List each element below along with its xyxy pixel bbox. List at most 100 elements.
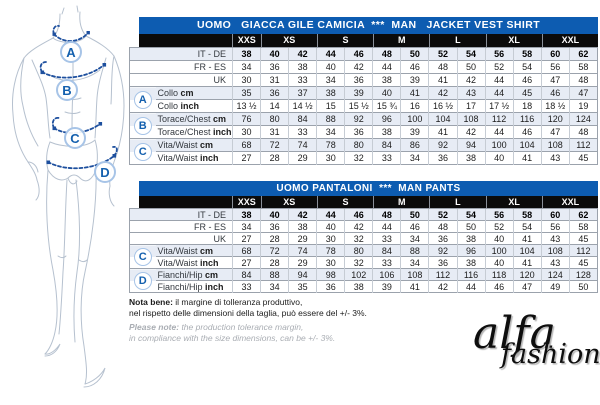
table-row: A Collo cm 35 36 37 38 39 40 41 42 43 44 45 46 47	[129, 86, 598, 113]
size-value: 34	[231, 220, 261, 233]
table-row: D Fianchi/Hip cm 84 88 94 98 102 106 108 112 116 11…	[129, 268, 598, 293]
size-value: 108	[456, 112, 486, 126]
size-value: 47	[568, 86, 598, 100]
size-value: 46	[540, 86, 570, 100]
size-value: 40	[484, 256, 514, 269]
size-value: 34	[400, 151, 429, 165]
note-text-it-1: il margine di tolleranza produttivo,	[172, 297, 303, 307]
size-value: 50	[456, 60, 486, 74]
size-value: 27	[231, 151, 261, 165]
size-header-row: XXS XS S M L XL XXL	[139, 34, 598, 47]
size-value: 34	[316, 73, 345, 87]
size-value: 48	[428, 220, 457, 233]
size-value: 32	[344, 232, 373, 245]
size-value: 34	[316, 125, 345, 139]
size-value: 49	[540, 280, 570, 293]
size-value: 76	[231, 112, 261, 126]
size-value: 74	[288, 138, 317, 152]
size-value: 68	[231, 138, 261, 152]
size-value: 94	[288, 268, 317, 281]
badge-cell: B	[129, 112, 156, 139]
size-value: 33	[288, 125, 317, 139]
size-value: 38	[456, 232, 486, 245]
size-value: 84	[372, 244, 401, 257]
size-value: 34	[400, 256, 429, 269]
size-value: 128	[568, 268, 598, 281]
size-value: 44	[456, 280, 486, 293]
row-label: FR - ES	[129, 220, 233, 233]
size-value: 104	[512, 138, 542, 152]
size-value: 50	[456, 220, 486, 233]
size-value: 46	[344, 47, 373, 61]
size-value: 42	[344, 60, 373, 74]
size-value: 43	[456, 86, 486, 100]
size-group-xxl: XXL	[541, 196, 598, 208]
size-value: 36	[260, 220, 289, 233]
table-row: C Vita/Waist cm 68 72 74 78 80 84 86 92 94 100 104 10…	[129, 138, 598, 165]
size-value: 38	[456, 256, 486, 269]
size-value: 60	[540, 208, 570, 221]
size-value: 112	[568, 138, 598, 152]
size-value: 32	[344, 151, 373, 165]
tolerance-note-italian: Nota bene: il margine di tolleranza prod…	[129, 297, 459, 318]
size-value: 38	[316, 86, 345, 100]
size-value: 16 ½	[428, 99, 457, 113]
table-title: UOMO PANTALONI *** MAN PANTS	[139, 181, 598, 196]
table-row: Vita/Waist inch 27 28 29 30 32 33 34 36 38 40 41 43 4…	[130, 256, 598, 269]
size-value: 28	[260, 256, 289, 269]
size-value: 44	[484, 86, 514, 100]
measure-badge-b: B	[133, 116, 152, 135]
size-group-xxs: XXS	[232, 196, 261, 208]
size-value: 62	[568, 47, 598, 61]
size-value: 47	[540, 73, 570, 87]
row-label: Fianchi/Hip inch	[155, 280, 233, 293]
size-value: 36	[260, 86, 289, 100]
size-value: 48	[428, 60, 457, 74]
size-value: 41	[400, 86, 429, 100]
row-label: IT - DE	[129, 208, 233, 221]
size-value: 62	[568, 208, 598, 221]
size-value: 46	[344, 208, 373, 221]
size-value: 108	[540, 244, 570, 257]
size-value: 46	[400, 60, 429, 74]
table-row: C Vita/Waist cm 68 72 74 78 80 84 88 92 96 100 104 10…	[129, 244, 598, 269]
size-value: 56	[540, 60, 570, 74]
figure-badge-c: C	[64, 127, 86, 149]
size-value: 88	[316, 112, 345, 126]
size-value: 112	[428, 268, 457, 281]
size-value: 54	[512, 60, 542, 74]
size-value: 36	[344, 73, 373, 87]
size-value: 17	[456, 99, 486, 113]
size-value: 44	[316, 208, 345, 221]
size-value: 92	[428, 244, 457, 257]
badge-cell: C	[129, 244, 156, 269]
size-value: 46	[484, 280, 514, 293]
size-value: 80	[260, 112, 289, 126]
row-label: Vita/Waist inch	[155, 151, 233, 165]
size-value: 40	[260, 208, 289, 221]
size-value: 42	[344, 220, 373, 233]
measure-line-chest	[39, 61, 105, 79]
size-value: 50	[400, 208, 429, 221]
size-value: 42	[456, 73, 486, 87]
brand-logo-word-1: alfa	[473, 308, 556, 359]
size-value: 38	[288, 220, 317, 233]
size-value: 43	[540, 232, 570, 245]
table-row: Torace/Chest inch 30 31 33 34 36 38 39 41 42 44 46 4…	[130, 125, 598, 139]
size-value: 46	[512, 125, 542, 139]
size-value: 44	[484, 73, 514, 87]
table-row: Collo inch 13 ½ 14 14 ½ 15 15 ½ 15 ¾ 16 16 ½ 17 17…	[130, 99, 598, 113]
row-label: UK	[129, 73, 233, 87]
table-row: IT - DE 38 40 42 44 46 48 50 52 54 56 58 60 62	[129, 208, 598, 221]
size-value: 36	[316, 280, 345, 293]
size-value: 58	[512, 47, 542, 61]
table-row: UK 27 28 29 30 32 33 34 36 38 40 41 43 45	[129, 232, 598, 245]
size-value: 41	[512, 232, 542, 245]
size-value: 27	[231, 256, 261, 269]
size-value: 27	[231, 232, 261, 245]
size-value: 60	[540, 47, 570, 61]
size-value: 13 ½	[231, 99, 261, 113]
size-value: 28	[260, 232, 289, 245]
size-value: 45	[568, 256, 598, 269]
size-value: 39	[400, 125, 429, 139]
